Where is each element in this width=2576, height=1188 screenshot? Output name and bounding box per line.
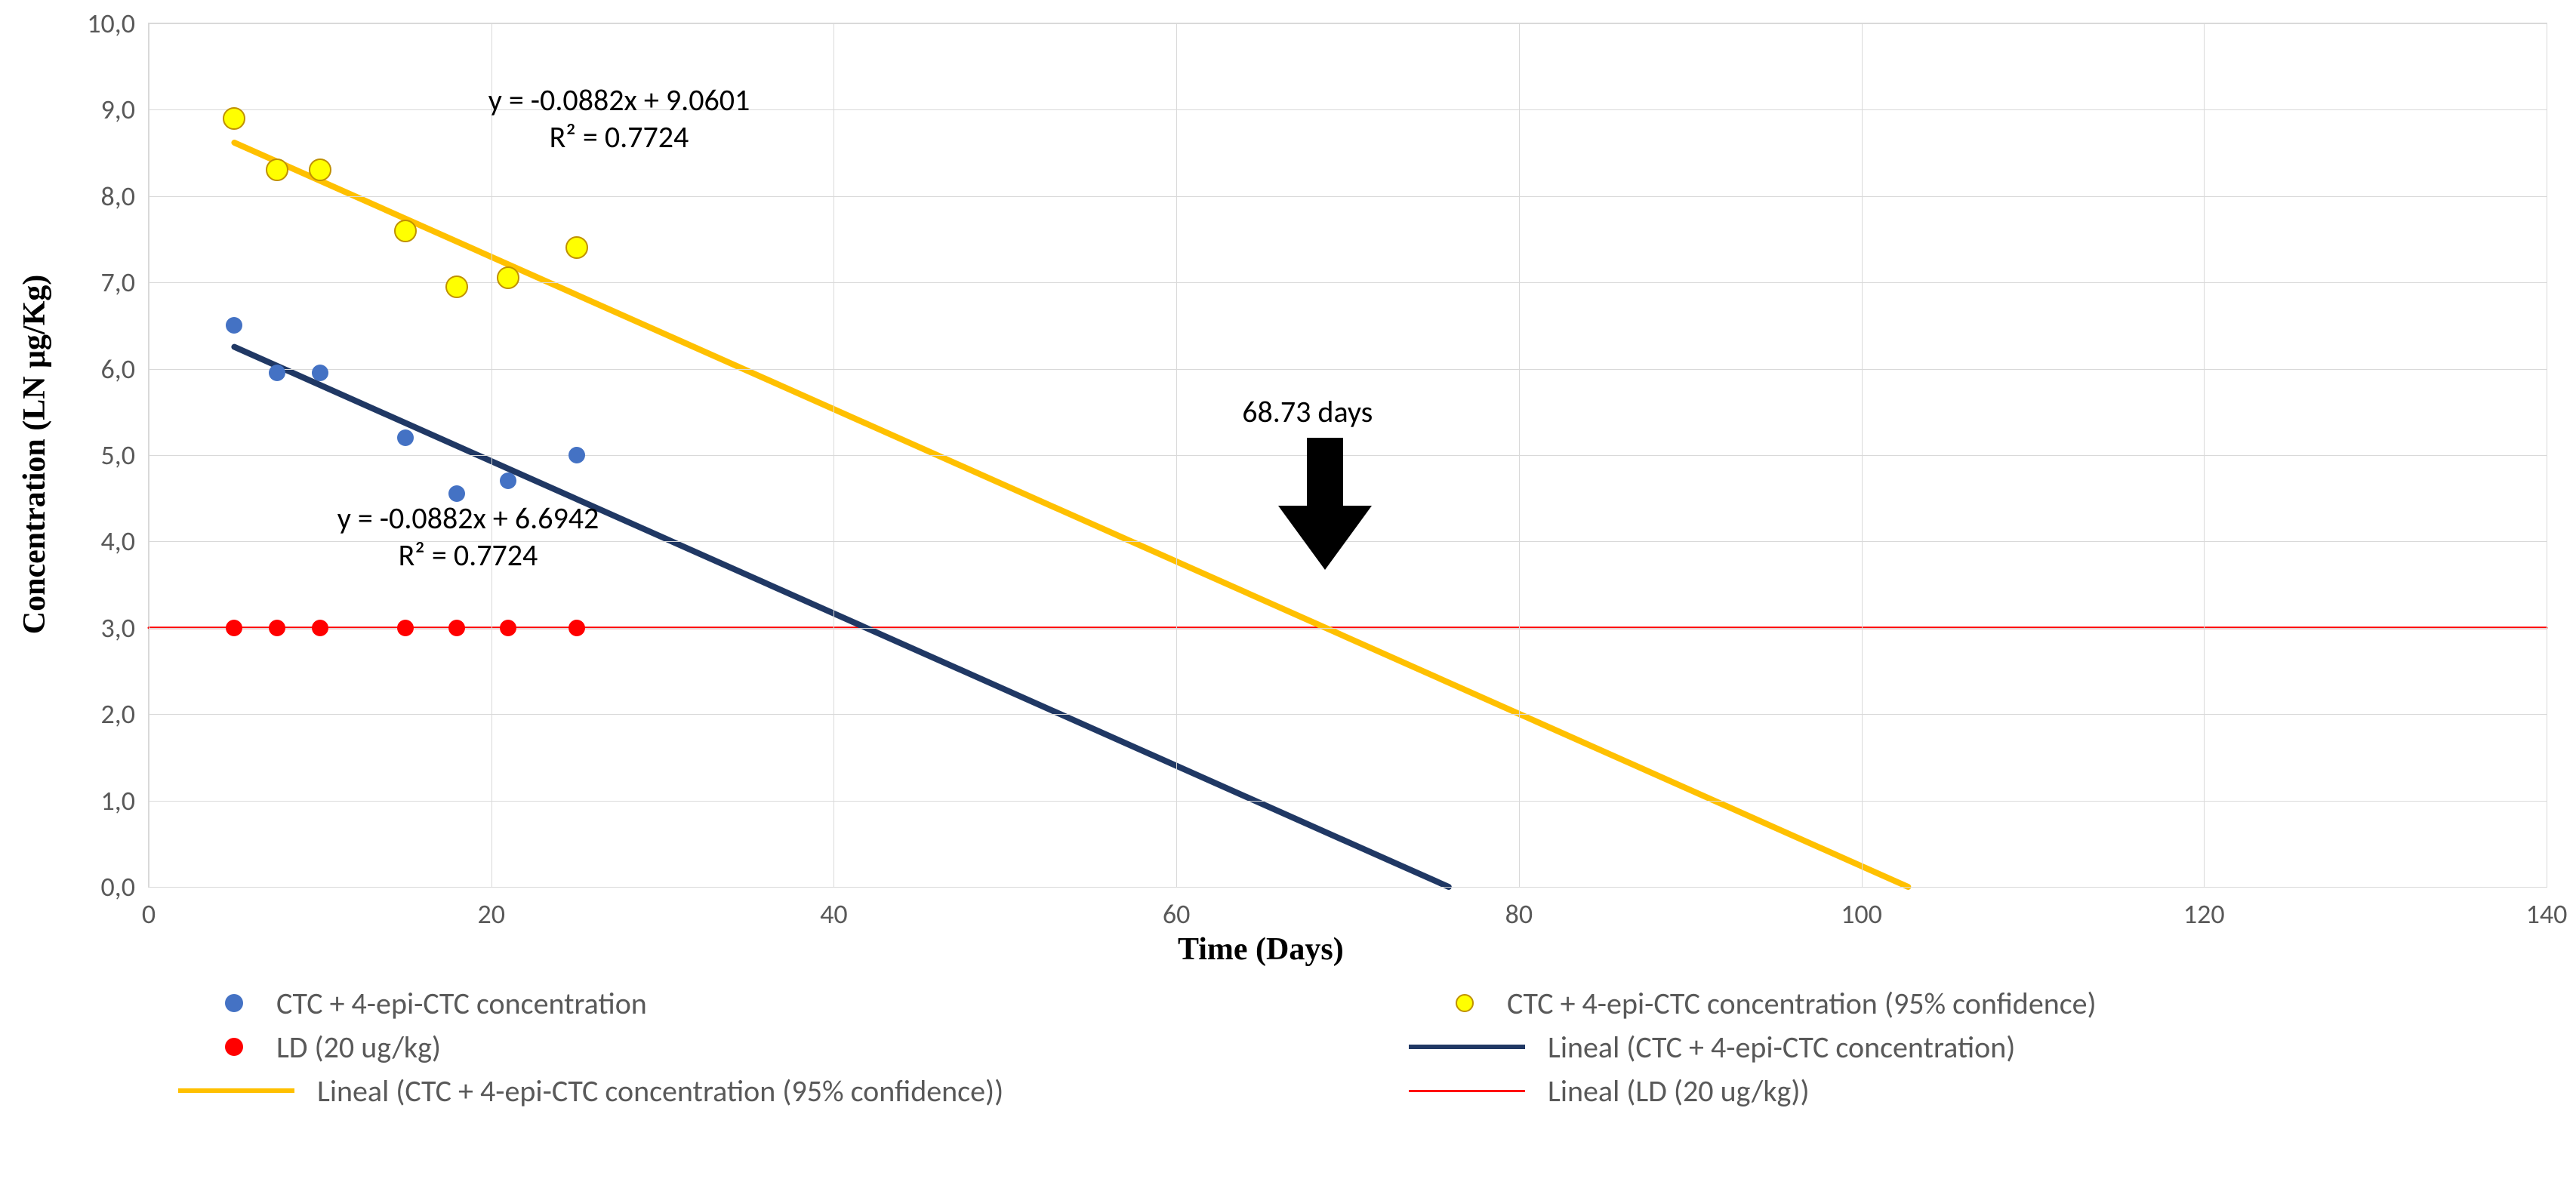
ytick-label: 4,0 [101,525,135,558]
gridline-h [149,369,2547,370]
arrow-annotation: 68.73 days [1272,393,1403,574]
legend-item-blue-dot: CTC + 4-epi-CTC concentration [148,981,1379,1025]
blue-data-point [226,317,242,334]
gridline-h [149,887,2547,888]
blue-data-point [312,365,328,381]
ytick-label: 2,0 [101,697,135,731]
legend-item-yellow-dot: CTC + 4-epi-CTC concentration (95% confi… [1379,981,2097,1025]
ytick-label: 0,0 [101,870,135,903]
red-data-point [269,620,285,636]
legend-marker-yellow [1456,994,1474,1012]
yellow-data-point [266,159,288,181]
legend-label: CTC + 4-epi-CTC concentration (95% confi… [1507,985,2097,1022]
ytick-label: 1,0 [101,784,135,817]
yellow-data-point [309,159,331,181]
red-data-point [448,620,465,636]
legend-marker-red [225,1038,243,1056]
red-data-point [312,620,328,636]
yellow-data-point [497,266,519,289]
yellow-r2-text: R² = 0.7724 [550,118,689,155]
legend-label: CTC + 4-epi-CTC concentration [276,985,647,1022]
legend-line-navy [1409,1045,1525,1049]
xtick-label: 40 [820,897,848,931]
legend-label: Lineal (CTC + 4-epi-CTC concentration) [1548,1029,2015,1066]
x-axis-label: Time (Days) [1178,931,1344,968]
red-data-point [569,620,585,636]
legend-row: CTC + 4-epi-CTC concentration CTC + 4-ep… [148,981,2546,1025]
gridline-h [149,196,2547,197]
ytick-label: 10,0 [87,7,135,40]
legend-label: LD (20 ug/kg) [276,1029,441,1066]
xtick-label: 60 [1163,897,1191,931]
blue-data-point [569,447,585,463]
navy-trend-equation: y = -0.0882x + 6.6942 R² = 0.7724 [272,500,664,574]
xtick-label: 140 [2526,897,2568,931]
legend-row: Lineal (CTC + 4-epi-CTC concentration (9… [148,1069,2546,1113]
yellow-data-point [565,236,588,259]
xtick-label: 0 [142,897,156,931]
blue-data-point [397,429,414,446]
yellow-trend-equation: y = -0.0882x + 9.0601 R² = 0.7724 [423,82,815,155]
navy-r2-text: R² = 0.7724 [399,537,538,574]
legend-label: Lineal (LD (20 ug/kg)) [1548,1073,1810,1110]
legend-item-red-dot: LD (20 ug/kg) [148,1025,1379,1069]
gridline-h [149,801,2547,802]
legend-item-red-line: Lineal (LD (20 ug/kg)) [1379,1069,1810,1113]
xtick-label: 120 [2183,897,2225,931]
legend-item-yellow-line: Lineal (CTC + 4-epi-CTC concentration (9… [148,1069,1379,1113]
legend-marker-blue [225,994,243,1012]
legend-item-navy-line: Lineal (CTC + 4-epi-CTC concentration) [1379,1025,2015,1069]
blue-data-point [500,472,516,489]
yellow-data-point [394,220,417,242]
ytick-label: 8,0 [101,180,135,213]
yellow-eq-text: y = -0.0882x + 9.0601 [488,82,750,118]
legend: CTC + 4-epi-CTC concentration CTC + 4-ep… [148,981,2546,1113]
gridline-h [149,23,2547,24]
navy-eq-text: y = -0.0882x + 6.6942 [337,500,599,537]
blue-data-point [269,365,285,381]
y-axis-label: Concentration (LN μg/Kg) [17,275,53,634]
yellow-data-point [223,107,245,130]
arrow-label: 68.73 days [1242,393,1373,430]
arrow-down-icon [1272,430,1378,574]
red-data-point [226,620,242,636]
red-data-point [500,620,516,636]
legend-row: LD (20 ug/kg) Lineal (CTC + 4-epi-CTC co… [148,1025,2546,1069]
xtick-label: 20 [477,897,505,931]
ytick-label: 7,0 [101,266,135,299]
yellow-data-point [445,275,468,298]
legend-line-yellow [178,1088,294,1093]
chart-container: 0 20 40 60 80 100 120 140 0,0 1,0 2,0 3,0 4,0 5,0 6,0 7… [0,0,2576,1188]
red-data-point [397,620,414,636]
xtick-label: 80 [1505,897,1533,931]
gridline-h [149,714,2547,715]
ytick-label: 5,0 [101,439,135,472]
legend-line-red [1409,1090,1525,1092]
legend-label: Lineal (CTC + 4-epi-CTC concentration (9… [317,1073,1003,1110]
xtick-label: 100 [1841,897,1882,931]
ytick-label: 6,0 [101,352,135,386]
ytick-label: 3,0 [101,611,135,645]
ytick-label: 9,0 [101,93,135,126]
